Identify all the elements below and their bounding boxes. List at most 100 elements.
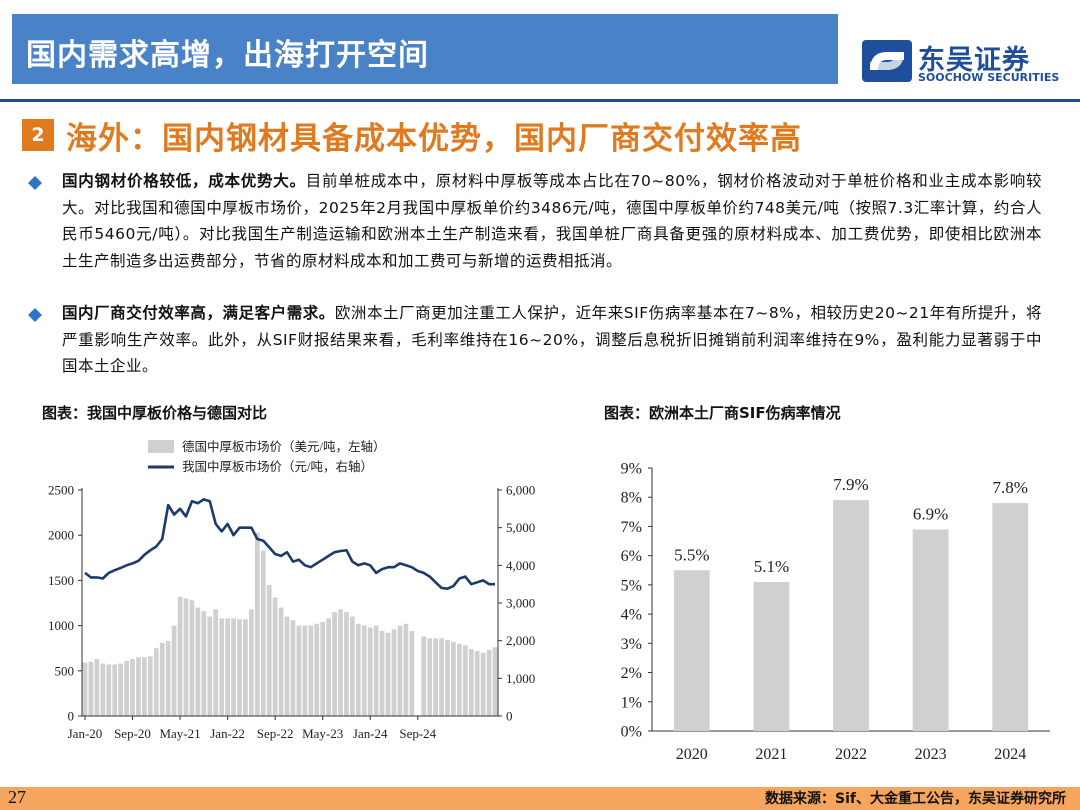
y-tick-label: 6%: [621, 548, 642, 565]
data-source-note: 数据来源：Sif、大金重工公告，东吴证券研究所: [765, 791, 1066, 807]
germany-price-bar: [254, 532, 260, 716]
germany-price-bar: [165, 640, 171, 716]
germany-price-bar: [130, 659, 135, 716]
germany-price-bar: [278, 607, 284, 716]
y-tick-label: 3%: [621, 636, 642, 653]
germany-price-bar: [457, 643, 462, 716]
germany-price-bar: [195, 607, 201, 716]
germany-price-bar: [112, 664, 118, 716]
injury-rate-bar: [753, 581, 790, 731]
germany-price-bar: [142, 657, 147, 716]
legend-swatch-germany: [148, 440, 174, 453]
germany-price-bar: [427, 638, 433, 716]
germany-price-bar: [308, 625, 314, 716]
right-y-tick-label: 4,000: [506, 558, 535, 573]
y-tick-label: 9%: [621, 461, 642, 478]
y-tick-label: 8%: [621, 490, 642, 507]
injury-rate-bar: [673, 570, 710, 731]
bullet-2-lead: 国内厂商交付效率高，满足客户需求。: [62, 304, 335, 322]
x-tick-label: 2022: [835, 746, 867, 763]
left-chart-title: 图表：我国中厚板价格与德国对比: [42, 404, 268, 422]
germany-price-bar: [302, 625, 308, 716]
left-y-tick-label: 0: [68, 709, 75, 724]
germany-price-bar: [314, 623, 320, 716]
germany-price-bar: [361, 625, 367, 716]
germany-price-bar: [260, 550, 266, 716]
bar-value-label: 7.8%: [992, 478, 1027, 497]
germany-price-bar: [183, 598, 189, 716]
y-tick-label: 2%: [621, 665, 642, 682]
x-tick-label: Jan-24: [353, 726, 388, 741]
germany-price-bar: [296, 625, 302, 716]
germany-price-bar: [379, 631, 385, 716]
footer-bar: [0, 787, 1080, 810]
germany-price-bar: [480, 652, 486, 716]
germany-price-bar: [249, 609, 254, 716]
germany-price-bar: [492, 647, 498, 716]
diamond-bullet-icon: [28, 308, 42, 322]
germany-price-bar: [445, 640, 450, 716]
germany-price-bar: [326, 618, 331, 716]
germany-price-bar: [397, 625, 403, 716]
germany-price-bar: [290, 620, 296, 716]
germany-price-bar: [153, 648, 159, 716]
brand-logo: 东吴证券 SOOCHOW SECURITIES: [862, 38, 1062, 86]
germany-price-bar: [474, 650, 480, 716]
x-tick-label: Sep-20: [114, 726, 151, 741]
injury-rate-bar: [912, 529, 949, 731]
right-y-tick-label: 0: [506, 709, 513, 724]
left-y-tick-label: 1500: [48, 573, 74, 588]
germany-price-bar: [439, 638, 444, 716]
germany-price-bar: [213, 609, 219, 716]
germany-price-bar: [118, 663, 123, 716]
germany-price-bar: [106, 664, 112, 716]
germany-price-bar: [82, 662, 88, 716]
bullet-1-lead: 国内钢材价格较低，成本优势大。: [62, 172, 306, 190]
y-tick-label: 4%: [621, 607, 642, 624]
germany-price-bar: [189, 600, 195, 716]
germany-price-bar: [468, 649, 474, 716]
right-y-tick-label: 5,000: [506, 520, 535, 535]
germany-price-bar: [159, 642, 165, 716]
bar-value-label: 5.5%: [674, 545, 709, 564]
germany-price-bar: [409, 631, 415, 716]
germany-price-bar: [344, 612, 349, 716]
x-tick-label: Jan-20: [68, 726, 103, 741]
title-bar: 国内需求高增，出海打开空间: [12, 14, 838, 84]
bar-value-label: 6.9%: [913, 504, 948, 523]
germany-price-bar: [225, 618, 230, 716]
right-y-tick-label: 6,000: [506, 483, 535, 498]
x-tick-label: 2021: [755, 746, 787, 763]
right-y-tick-label: 1,000: [506, 671, 535, 686]
bullet-1-text: 目前单桩成本中，原材料中厚板等成本占比在70~80%，钢材价格波动对于单桩价格和…: [62, 172, 1042, 270]
legend-label-germany: 德国中厚板市场价（美元/吨，左轴）: [182, 439, 385, 454]
germany-price-bar: [88, 661, 94, 716]
germany-price-bar: [266, 584, 272, 716]
diamond-bullet-icon: [28, 176, 42, 190]
left-y-tick-label: 1000: [48, 618, 74, 633]
bar-value-label: 5.1%: [754, 557, 789, 576]
y-tick-label: 0%: [621, 724, 642, 741]
germany-price-bar: [171, 625, 177, 716]
left-y-tick-label: 2000: [48, 528, 74, 543]
germany-price-bar: [367, 627, 373, 716]
legend-label-china: 我国中厚板市场价（元/吨，右轴）: [182, 459, 373, 474]
china-price-line: [84, 498, 495, 590]
y-tick-label: 1%: [621, 694, 642, 711]
germany-price-bar: [136, 657, 141, 716]
germany-price-bar: [350, 616, 355, 716]
germany-price-bar: [207, 616, 213, 716]
germany-price-bar: [219, 618, 225, 716]
germany-price-bar: [272, 597, 278, 716]
germany-price-bar: [462, 645, 468, 716]
injury-rate-chart: 0% 1% 2% 3% 4% 5% 6% 7% 8% 9% 5.5% 2020 5.1% 2021 7.9%…: [621, 461, 1050, 763]
germany-price-bar: [355, 623, 361, 716]
injury-rate-bar: [833, 500, 869, 731]
page-number: 27: [8, 787, 26, 807]
germany-price-bar: [100, 663, 106, 716]
x-tick-label: 2023: [915, 746, 947, 763]
germany-price-bar: [385, 632, 391, 716]
brand-name: 东吴证券: [918, 45, 1030, 76]
germany-price-bar: [486, 650, 492, 716]
header-divider: [0, 99, 1080, 102]
